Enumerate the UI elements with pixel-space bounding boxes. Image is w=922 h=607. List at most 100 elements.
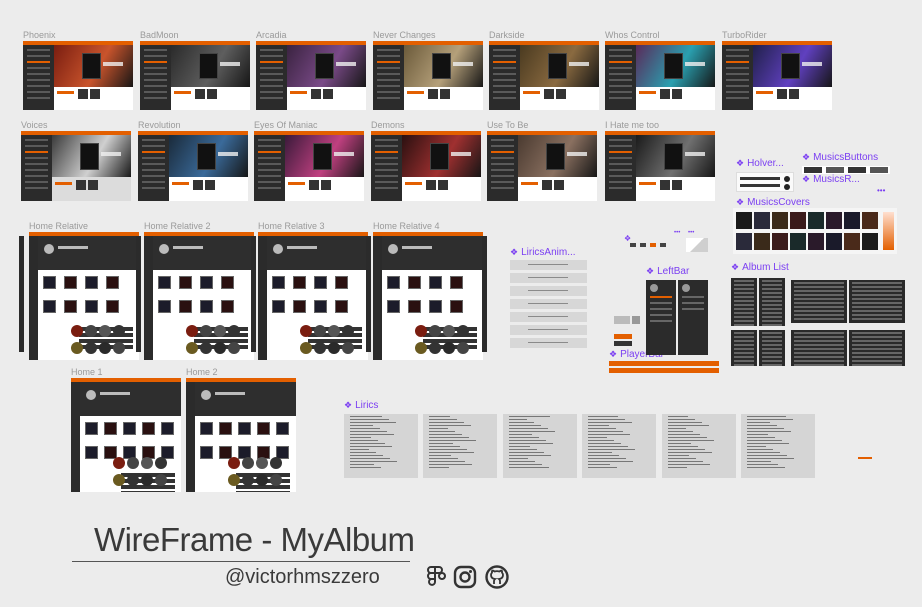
cover-thumb[interactable] [826,212,842,229]
sidebar-item[interactable] [491,145,514,147]
sidebar-item[interactable] [375,145,398,147]
album-cover[interactable] [548,52,568,80]
player-bar-component-1[interactable] [609,361,719,366]
musics-covers-component[interactable] [733,208,897,254]
sidebar-item[interactable] [260,79,283,81]
play-button[interactable] [522,91,541,95]
play-button[interactable] [289,91,308,95]
sidebar-item[interactable] [27,91,50,93]
frame-title[interactable]: Darkside [489,30,525,40]
sidebar-item[interactable] [491,181,514,183]
album-page-frame[interactable] [487,131,597,201]
mini-cover[interactable] [554,179,565,190]
album-page-frame[interactable] [605,41,715,110]
cover-thumb[interactable] [808,233,824,250]
sidebar-item[interactable] [493,79,516,81]
lyrics-page[interactable] [662,414,736,478]
toggle-widget[interactable] [614,316,630,324]
lyrics-anim-frame[interactable] [510,260,587,270]
sidebar-item[interactable] [25,187,48,189]
sidebar-item[interactable] [609,163,632,165]
cover-thumb[interactable] [772,233,788,250]
sidebar-item[interactable] [726,91,749,93]
artist-avatar[interactable] [270,474,282,486]
album-page-frame[interactable] [373,41,483,110]
frame-title[interactable]: Home Relative 2 [144,221,211,231]
sidebar-item[interactable] [25,145,48,147]
artist-avatar[interactable] [270,457,282,469]
artist-avatar[interactable] [71,325,83,337]
album-tile[interactable] [238,422,251,435]
artist-avatar[interactable] [415,325,427,337]
artist-avatar[interactable] [85,325,97,337]
mini-cover[interactable] [543,88,554,99]
artist-avatar[interactable] [99,325,111,337]
album-cover[interactable] [82,52,102,80]
artist-avatar[interactable] [127,457,139,469]
artist-avatar[interactable] [200,342,212,354]
sidebar-item[interactable] [25,157,48,159]
album-tile[interactable] [161,422,174,435]
mini-cover[interactable] [308,179,319,190]
sidebar-item[interactable] [609,139,632,141]
cover-thumb[interactable] [754,212,770,229]
lyrics-page[interactable] [344,414,418,478]
sidebar-item[interactable] [491,163,514,165]
album-tile[interactable] [450,276,463,289]
album-list-frame[interactable] [759,330,785,366]
lyrics-page[interactable] [582,414,656,478]
sidebar-item[interactable] [377,49,400,51]
sidebar-item[interactable] [260,49,283,51]
sidebar-item[interactable] [609,67,632,69]
album-list-frame[interactable] [759,278,785,326]
sidebar-item[interactable] [25,163,48,165]
sidebar-item[interactable] [142,139,165,141]
frame-title[interactable]: Use To Be [487,120,529,130]
sidebar-item[interactable] [27,73,50,75]
sidebar-item[interactable] [25,175,48,177]
sidebar-item[interactable] [375,187,398,189]
component-label-music-buttons[interactable]: ❖ MusicsButtons [802,152,879,163]
sidebar-item[interactable] [375,139,398,141]
component-label-musics-r[interactable]: ❖ MusicsR... [802,174,860,185]
home-page-frame[interactable] [373,232,483,360]
avatar[interactable] [44,244,54,254]
album-cover[interactable] [664,142,684,170]
sidebar-item[interactable] [260,85,283,87]
album-page-frame[interactable] [722,41,832,110]
cover-thumb[interactable] [790,233,806,250]
dark-button[interactable] [614,341,632,346]
album-tile[interactable] [179,276,192,289]
artist-avatar[interactable] [200,325,212,337]
artist-avatar[interactable] [415,342,427,354]
mini-cover[interactable] [440,88,451,99]
album-tile[interactable] [200,276,213,289]
sidebar-item[interactable] [491,169,514,171]
sidebar-item[interactable] [377,55,400,57]
frame-title[interactable]: Eyes Of Maniac [254,120,318,130]
artist-avatar[interactable] [457,325,469,337]
cover-thumb[interactable] [862,233,878,250]
sidebar-item[interactable] [144,79,167,81]
album-tile[interactable] [221,276,234,289]
sidebar-item[interactable] [144,61,167,63]
frame-title[interactable]: Voices [21,120,48,130]
frame-title[interactable]: Home Relative 4 [373,221,440,231]
lyrics-page[interactable] [423,414,497,478]
mini-cover[interactable] [776,88,787,99]
album-tile[interactable] [272,300,285,313]
album-tile[interactable] [85,276,98,289]
mini-cover[interactable] [207,88,218,99]
accent-button[interactable] [614,334,632,339]
sidebar-item[interactable] [726,97,749,99]
play-button[interactable] [173,91,192,95]
artist-avatar[interactable] [113,457,125,469]
album-cover[interactable] [430,142,450,170]
lyrics-page[interactable] [741,414,815,478]
sidebar-item[interactable] [142,181,165,183]
cover-thumb[interactable] [736,233,752,250]
sidebar-item[interactable] [726,67,749,69]
sidebar-item[interactable] [258,157,281,159]
avatar[interactable] [201,390,211,400]
album-list-frame[interactable] [791,330,847,366]
